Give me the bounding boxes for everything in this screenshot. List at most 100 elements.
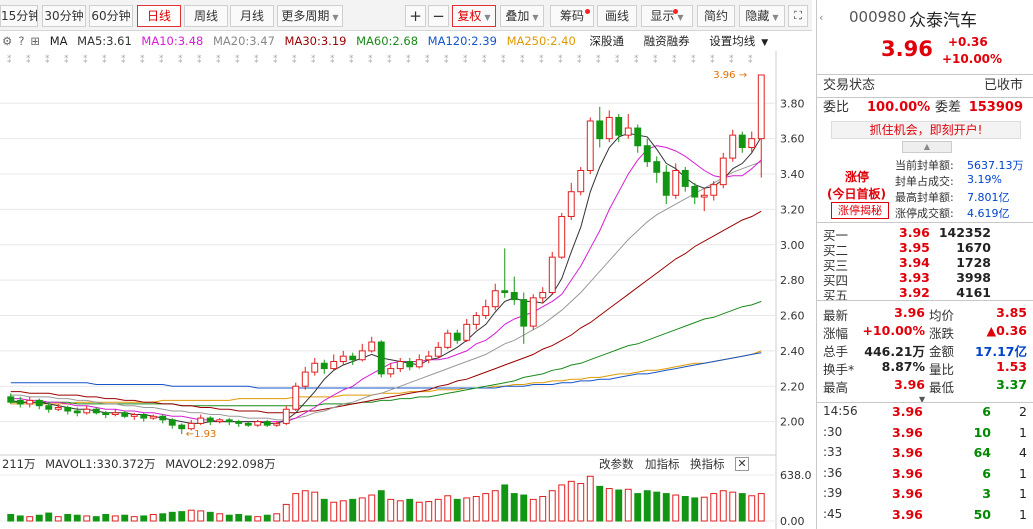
volume-bar — [463, 497, 471, 522]
event-marker-icon: ⁑ — [159, 54, 164, 66]
y-tick-label: 3.60 — [780, 133, 805, 146]
event-marker-icon: ⁑ — [425, 54, 430, 66]
ma10-value: MA10:3.48 — [141, 34, 204, 48]
more-periods-dropdown[interactable]: 更多周期 ▼ — [277, 5, 343, 27]
candle-body — [520, 299, 528, 327]
volume-bar — [140, 515, 148, 522]
volume-bar — [719, 490, 727, 522]
tick-count: 2 — [1019, 404, 1027, 419]
event-marker-icon: ⁑ — [615, 54, 620, 66]
event-marker-icon: ⁑ — [235, 54, 240, 66]
kline-chart[interactable]: 3.80 3.60 3.40 3.20 3.00 2.80 2.60 2.40 2.20 2.00… — [0, 51, 812, 529]
fuquan-dropdown[interactable]: 复权 ▼ — [452, 5, 496, 27]
limit-row-label: 最高封单额: — [895, 191, 954, 204]
hide-dropdown[interactable]: 隐藏 ▼ — [739, 5, 785, 27]
stat-label: 涨跌 — [929, 326, 955, 341]
settings-gear-icon[interactable]: ⚙ — [2, 34, 13, 48]
tick-time: :45 — [823, 506, 843, 521]
chevron-down-icon: ▼ — [484, 13, 491, 22]
draw-line-button[interactable]: 画线 — [597, 5, 637, 27]
limit-up-reveal-button[interactable]: 涨停揭秘 — [831, 202, 889, 219]
candle-body — [149, 415, 157, 419]
period-daily-button[interactable]: 日线 — [137, 5, 181, 27]
zoom-out-minus-icon[interactable]: − — [428, 5, 449, 27]
tick-count: 1 — [1019, 486, 1027, 501]
volume-bar — [92, 516, 100, 522]
bid-volume: 3998 — [956, 270, 991, 285]
weibi-label: 委比 — [823, 100, 850, 115]
chevron-down-icon: ▼ — [772, 13, 779, 22]
margin-trading-link[interactable]: 融资融券 — [643, 34, 690, 48]
candle-body — [672, 169, 680, 196]
volume-bar — [197, 510, 205, 522]
volume-bar — [643, 490, 651, 522]
candle-body — [387, 368, 395, 375]
candle-body — [368, 341, 376, 352]
volume-value: 211万 — [2, 457, 36, 471]
volume-bar — [64, 514, 72, 522]
volume-bar — [273, 513, 281, 522]
zoom-in-plus-icon[interactable]: + — [405, 5, 426, 27]
open-account-promo[interactable]: 抓住机会，即刻开户! — [831, 121, 1021, 139]
bid-level-label: 买二 — [823, 243, 849, 258]
candle-body — [244, 422, 252, 426]
event-marker-icon: ⁑ — [273, 54, 278, 66]
bid-volume: 142352 — [938, 225, 991, 240]
add-indicator-button[interactable]: 加指标 — [645, 457, 680, 471]
tick-time: 14:56 — [823, 404, 858, 418]
simple-mode-button[interactable]: 简约 — [697, 5, 735, 27]
notification-dot-icon — [673, 9, 678, 14]
candle-body — [558, 215, 566, 258]
candle-body — [102, 412, 110, 416]
change-params-button[interactable]: 改参数 — [599, 457, 634, 471]
candle-body — [26, 399, 34, 405]
event-marker-icon: ⁑ — [311, 54, 316, 66]
volume-bar — [387, 498, 395, 522]
candle-body — [681, 169, 689, 187]
volume-bar — [263, 514, 271, 522]
volume-bar — [577, 483, 585, 522]
fullscreen-icon[interactable]: ⛶ — [788, 5, 808, 27]
y-tick-label: 3.80 — [780, 97, 805, 110]
mavol2-value: MAVOL2:292.098万 — [165, 457, 276, 471]
ma-legend-bar: ⚙? ⊞ MA MA5:3.61 MA10:3.48 MA20:3.47 MA30… — [0, 31, 812, 51]
expand-down-icon[interactable]: ▼ — [919, 395, 926, 404]
collapse-arrow-icon[interactable]: ‹ — [819, 11, 824, 24]
tick-volume: 10 — [973, 424, 991, 440]
help-icon[interactable]: ? — [18, 34, 25, 48]
collapse-up-icon[interactable]: ▲ — [902, 141, 952, 153]
volume-bar — [662, 493, 670, 522]
period-monthly-button[interactable]: 月线 — [230, 5, 274, 27]
chevron-down-icon: ▼ — [677, 13, 684, 22]
candle-body — [83, 408, 91, 414]
event-marker-icon: ⁑ — [292, 54, 297, 66]
price-change: +0.36 — [948, 35, 988, 49]
expand-icon[interactable]: ⊞ — [30, 34, 41, 48]
volume-bar — [415, 501, 423, 522]
candle-body — [121, 412, 129, 417]
candle-body — [311, 362, 319, 373]
close-icon[interactable]: ✕ — [735, 457, 749, 471]
ma30-value: MA30:3.19 — [284, 34, 347, 48]
chips-button[interactable]: 筹码 — [550, 5, 594, 27]
period-60min-button[interactable]: 60分钟 — [89, 5, 133, 27]
shenguton-link[interactable]: 深股通 — [589, 34, 624, 48]
tick-price: 3.96 — [892, 506, 923, 522]
candle-body — [729, 134, 737, 159]
chips-label: 筹码 — [559, 9, 584, 23]
switch-indicator-button[interactable]: 换指标 — [690, 457, 725, 471]
event-marker-icon: ⁑ — [463, 54, 468, 66]
display-dropdown[interactable]: 显示 ▼ — [641, 5, 693, 27]
ma-settings-dropdown[interactable]: 设置均线 ▼ — [709, 34, 774, 48]
candle-body — [349, 355, 357, 361]
period-30min-button[interactable]: 30分钟 — [42, 5, 86, 27]
period-15min-button[interactable]: 15分钟 — [0, 5, 38, 27]
period-weekly-button[interactable]: 周线 — [184, 5, 228, 27]
overlay-dropdown[interactable]: 叠加 ▼ — [500, 5, 544, 27]
bid-level-label: 买三 — [823, 258, 849, 273]
event-marker-icon: ⁑ — [7, 54, 12, 66]
chart-toolbar: 15分钟 30分钟 60分钟 日线 周线 月线 更多周期 ▼ + − 复权 ▼ 叠加… — [0, 0, 812, 31]
candle-body — [168, 419, 176, 426]
volume-bar — [586, 475, 594, 522]
candle-body — [634, 127, 642, 147]
